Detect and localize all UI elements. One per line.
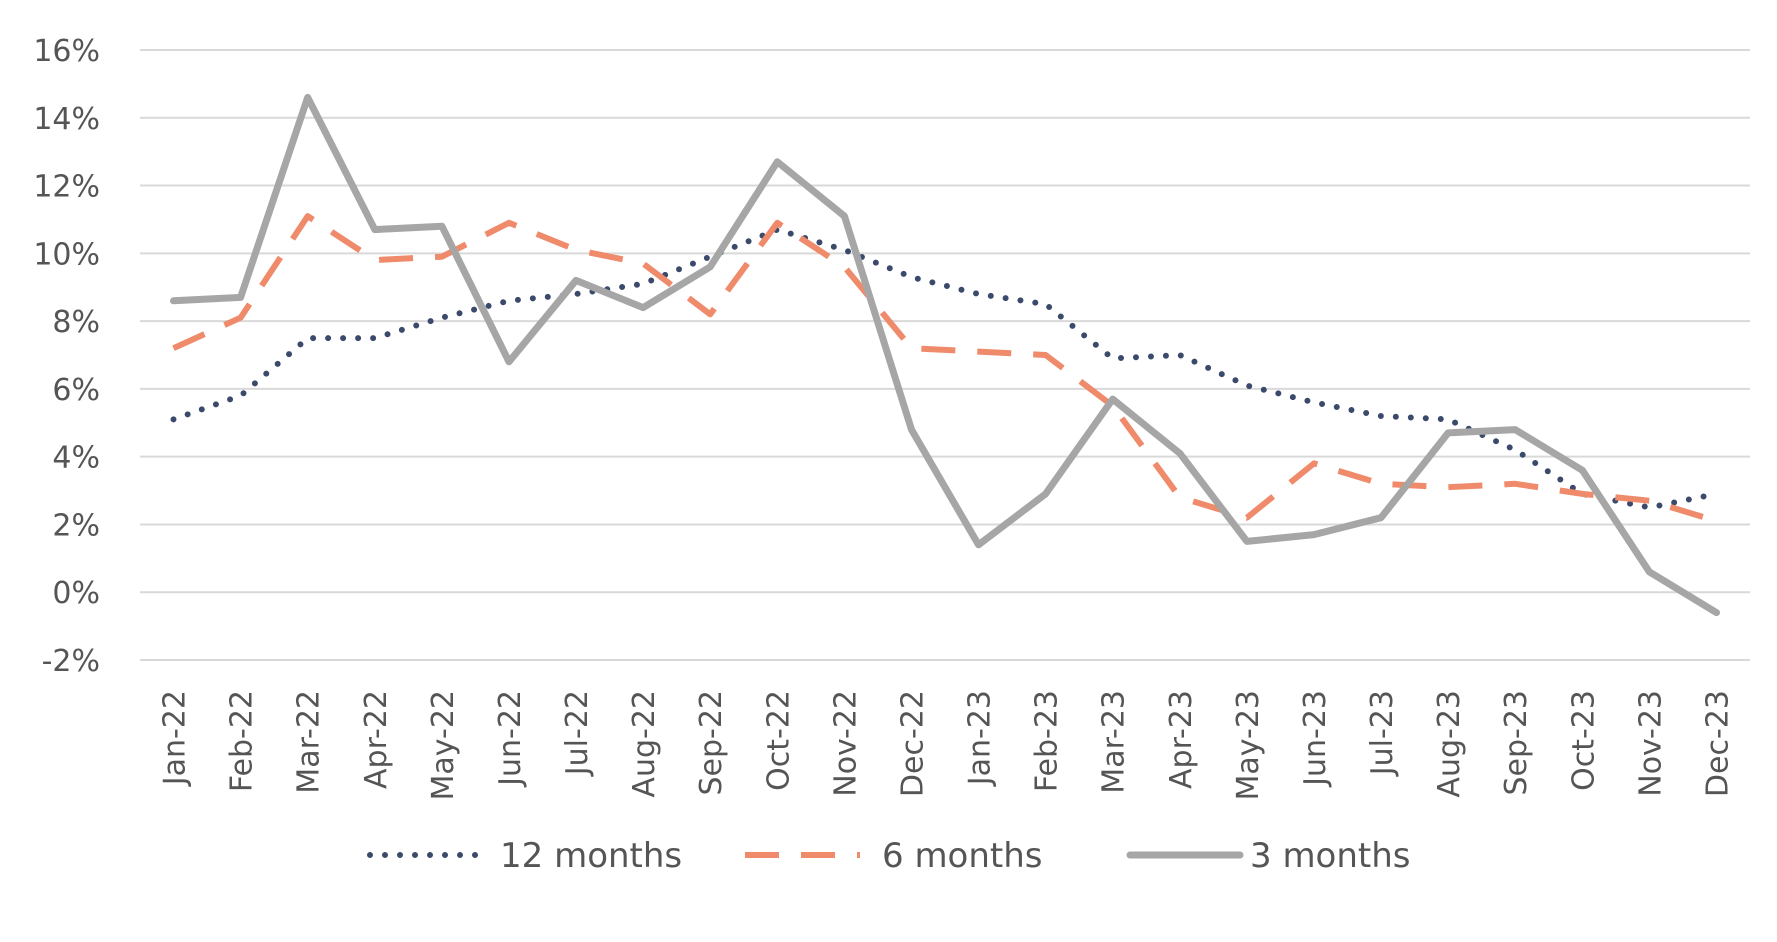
- x-tick-label: Feb-23: [1030, 690, 1065, 792]
- series-line-3-months: [170, 93, 1720, 617]
- x-tick-label: Aug-23: [1432, 690, 1467, 798]
- x-tick-label: Dec-22: [895, 690, 930, 797]
- legend-label: 6 months: [882, 836, 1043, 876]
- y-tick-label: 2%: [52, 508, 100, 543]
- x-tick-label: Nov-23: [1633, 690, 1668, 797]
- x-tick-label: Apr-23: [1164, 690, 1199, 789]
- x-tick-label: Jun-22: [493, 690, 528, 788]
- y-tick-label: 12%: [33, 170, 100, 205]
- x-tick-label: Aug-22: [627, 690, 662, 798]
- x-tick-label: Jan-22: [158, 690, 193, 787]
- series-line-6-months: [172, 213, 1718, 524]
- x-tick-label: Mar-22: [292, 690, 327, 794]
- x-tick-label: Jul-22: [560, 690, 595, 777]
- x-tick-label: Oct-22: [761, 690, 796, 791]
- x-tick-label: Jul-23: [1365, 690, 1400, 777]
- y-tick-label: 8%: [52, 305, 100, 340]
- y-tick-label: -2%: [42, 644, 100, 679]
- x-tick-label: Dec-23: [1700, 690, 1735, 797]
- y-tick-label: 14%: [33, 102, 100, 137]
- x-tick-label: Sep-22: [694, 690, 729, 796]
- y-tick-label: 0%: [52, 576, 100, 611]
- y-tick-label: 16%: [33, 34, 100, 69]
- series-line-12-months: [170, 226, 1720, 511]
- y-tick-label: 4%: [52, 441, 100, 476]
- y-tick-label: 6%: [52, 373, 100, 408]
- x-tick-label: Feb-22: [225, 690, 260, 792]
- legend-label: 3 months: [1250, 836, 1411, 876]
- x-tick-label: Jun-23: [1298, 690, 1333, 788]
- gridlines: [140, 49, 1750, 661]
- x-tick-label: Mar-23: [1097, 690, 1132, 794]
- x-tick-label: Sep-23: [1499, 690, 1534, 796]
- x-tick-label: May-23: [1231, 690, 1266, 801]
- y-tick-label: 10%: [33, 237, 100, 272]
- x-tick-label: Apr-22: [359, 690, 394, 789]
- x-tick-label: Oct-23: [1566, 690, 1601, 791]
- x-tick-label: Jan-23: [963, 690, 998, 787]
- legend-label: 12 months: [500, 836, 682, 876]
- x-tick-label: Nov-22: [828, 690, 863, 797]
- x-tick-label: May-22: [426, 690, 461, 801]
